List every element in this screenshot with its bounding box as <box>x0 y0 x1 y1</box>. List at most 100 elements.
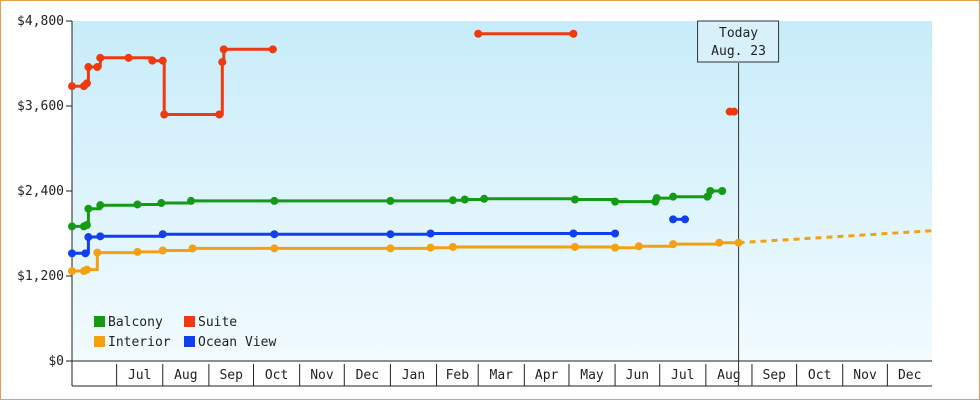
interior-point <box>158 246 167 255</box>
x-tick-label: Feb <box>446 368 470 383</box>
balcony-point <box>460 195 469 204</box>
suite-point <box>158 56 167 65</box>
suite-point <box>569 29 578 38</box>
interior-point <box>270 244 279 253</box>
x-tick-label: Sep <box>763 368 787 383</box>
interior-point <box>93 248 102 257</box>
plot-background <box>72 21 932 361</box>
x-tick-label: Dec <box>898 368 921 383</box>
ocean-view-point <box>569 229 578 238</box>
balcony-point <box>68 222 76 231</box>
x-tick-label: Apr <box>535 368 559 383</box>
ocean-view-point <box>84 233 93 242</box>
ocean-view-point <box>426 229 435 238</box>
balcony-point <box>706 187 715 195</box>
suite-point <box>82 79 91 88</box>
x-tick-label: Aug <box>174 368 197 383</box>
balcony-point <box>386 196 395 205</box>
legend-swatch-ocean-view <box>184 336 195 347</box>
interior-line <box>72 241 739 273</box>
series-interior <box>68 229 933 276</box>
suite-point <box>124 53 133 62</box>
series-layer <box>68 29 933 276</box>
balcony-point <box>157 199 166 208</box>
legend-swatch-interior <box>94 336 105 347</box>
balcony-point <box>187 196 196 205</box>
ocean-view-point <box>611 229 620 238</box>
balcony-point <box>718 187 727 195</box>
x-tick-label: Mar <box>490 368 514 383</box>
balcony-point <box>133 200 142 209</box>
y-tick-label: $2,400 <box>17 184 64 199</box>
legend-label-suite: Suite <box>198 315 237 330</box>
ocean-view-point <box>158 230 167 239</box>
balcony-point <box>570 195 579 204</box>
suite-point <box>93 63 102 72</box>
ocean-view-point <box>386 230 395 239</box>
suite-point <box>730 107 739 116</box>
x-axis: Jul Aug Sep Oct Nov Dec Jan Feb Mar Apr May Jun Jul A… <box>72 364 932 387</box>
today-callout-box <box>697 20 780 63</box>
balcony-point <box>448 196 457 205</box>
suite-point <box>96 53 105 62</box>
ocean-view-point <box>669 215 678 224</box>
interior-point <box>715 238 724 247</box>
x-tick-label: Sep <box>219 368 243 383</box>
legend-label-interior: Interior <box>108 335 171 350</box>
suite-point <box>215 110 224 119</box>
interior-point <box>570 242 579 251</box>
legend: Balcony Suite Interior Ocean View <box>94 315 276 350</box>
x-tick-label: May <box>580 368 604 383</box>
series-ocean-view <box>68 215 690 258</box>
today-callout-line1: Today <box>719 26 758 41</box>
x-tick-label: Nov <box>853 368 877 383</box>
ocean-view-point <box>68 249 76 258</box>
x-tick-label: Dec <box>356 368 379 383</box>
suite-point <box>474 29 483 38</box>
interior-point <box>386 244 395 253</box>
ocean-view-point <box>96 232 105 241</box>
interior-point <box>634 242 643 251</box>
suite-point <box>148 56 157 65</box>
balcony-point <box>96 201 105 210</box>
interior-point <box>68 267 76 276</box>
legend-label-ocean-view: Ocean View <box>198 335 276 350</box>
suite-point <box>268 45 277 54</box>
interior-point <box>188 244 197 253</box>
y-tick-label: $4,800 <box>17 14 64 29</box>
y-tick-label: $0 <box>48 354 64 369</box>
interior-point <box>82 265 91 274</box>
balcony-point <box>82 221 91 229</box>
series-suite <box>68 29 739 119</box>
interior-point <box>669 240 678 249</box>
interior-projection-line <box>738 229 933 245</box>
x-tick-label: Jun <box>626 368 649 383</box>
ocean-view-point <box>681 215 690 224</box>
x-tick-label: Jul <box>128 368 151 383</box>
suite-point <box>160 110 169 119</box>
suite-point <box>84 63 93 72</box>
x-tick-label: Oct <box>808 368 831 383</box>
suite-point <box>68 82 76 91</box>
ocean-view-point <box>81 249 90 258</box>
balcony-point <box>652 194 661 203</box>
legend-swatch-balcony <box>94 316 105 327</box>
legend-label-balcony: Balcony <box>108 315 163 330</box>
balcony-point <box>480 194 489 203</box>
interior-point <box>448 242 457 251</box>
x-tick-label: Jul <box>671 368 694 383</box>
balcony-point <box>669 192 678 201</box>
y-axis: $0 $1,200 $2,400 $3,600 $4,800 <box>17 14 72 369</box>
legend-swatch-suite <box>184 316 195 327</box>
balcony-point <box>611 197 620 206</box>
x-tick-label: Jan <box>402 368 425 383</box>
x-tick-label: Nov <box>310 368 334 383</box>
suite-point <box>218 58 227 67</box>
balcony-point <box>270 196 279 205</box>
today-callout-line2: Aug. 23 <box>711 44 766 59</box>
today-marker: Today Aug. 23 <box>697 20 780 386</box>
x-tick-label: Oct <box>265 368 288 383</box>
axes <box>67 21 932 386</box>
